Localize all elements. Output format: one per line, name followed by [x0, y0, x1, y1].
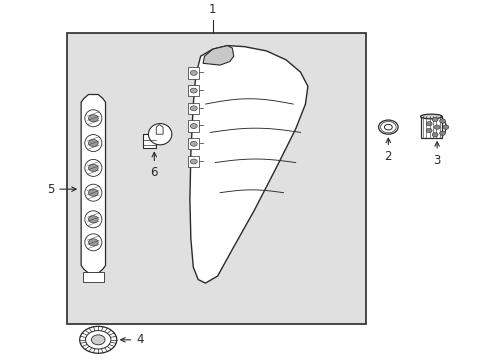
Ellipse shape	[427, 118, 446, 137]
Ellipse shape	[84, 159, 102, 176]
Ellipse shape	[84, 184, 102, 201]
Circle shape	[88, 115, 98, 122]
Circle shape	[88, 216, 98, 223]
Polygon shape	[189, 46, 307, 283]
Circle shape	[88, 140, 98, 147]
Circle shape	[439, 119, 445, 123]
Circle shape	[91, 335, 105, 345]
Ellipse shape	[84, 135, 102, 152]
Ellipse shape	[384, 124, 391, 130]
Circle shape	[88, 189, 98, 196]
Text: 3: 3	[432, 142, 440, 167]
Text: 4: 4	[121, 333, 143, 346]
Polygon shape	[81, 95, 105, 273]
Circle shape	[190, 141, 197, 146]
Bar	[188, 138, 199, 149]
Circle shape	[88, 165, 98, 171]
Bar	[188, 103, 199, 114]
Circle shape	[190, 123, 197, 129]
Circle shape	[439, 131, 445, 135]
Bar	[66, 33, 366, 324]
Circle shape	[190, 106, 197, 111]
Bar	[188, 120, 199, 132]
Ellipse shape	[84, 110, 102, 127]
Circle shape	[85, 330, 111, 349]
Bar	[142, 134, 156, 148]
Bar	[188, 67, 199, 78]
Polygon shape	[203, 46, 233, 65]
Ellipse shape	[378, 120, 397, 134]
Bar	[83, 272, 103, 282]
Circle shape	[431, 132, 437, 137]
Circle shape	[426, 122, 431, 126]
Bar	[420, 117, 441, 138]
Circle shape	[80, 326, 117, 353]
Ellipse shape	[84, 211, 102, 228]
Circle shape	[426, 129, 431, 132]
Circle shape	[442, 125, 448, 129]
Text: 2: 2	[384, 138, 391, 163]
Text: 5: 5	[47, 183, 76, 195]
Text: 6: 6	[150, 152, 158, 179]
Ellipse shape	[420, 114, 441, 119]
Bar	[188, 156, 199, 167]
Circle shape	[190, 159, 197, 164]
Polygon shape	[156, 125, 163, 134]
Ellipse shape	[84, 234, 102, 251]
Text: 1: 1	[209, 3, 216, 16]
Circle shape	[431, 117, 437, 122]
Bar	[188, 85, 199, 96]
Circle shape	[433, 125, 439, 129]
Circle shape	[88, 239, 98, 246]
Ellipse shape	[148, 123, 171, 145]
Circle shape	[190, 71, 197, 75]
Circle shape	[190, 88, 197, 93]
